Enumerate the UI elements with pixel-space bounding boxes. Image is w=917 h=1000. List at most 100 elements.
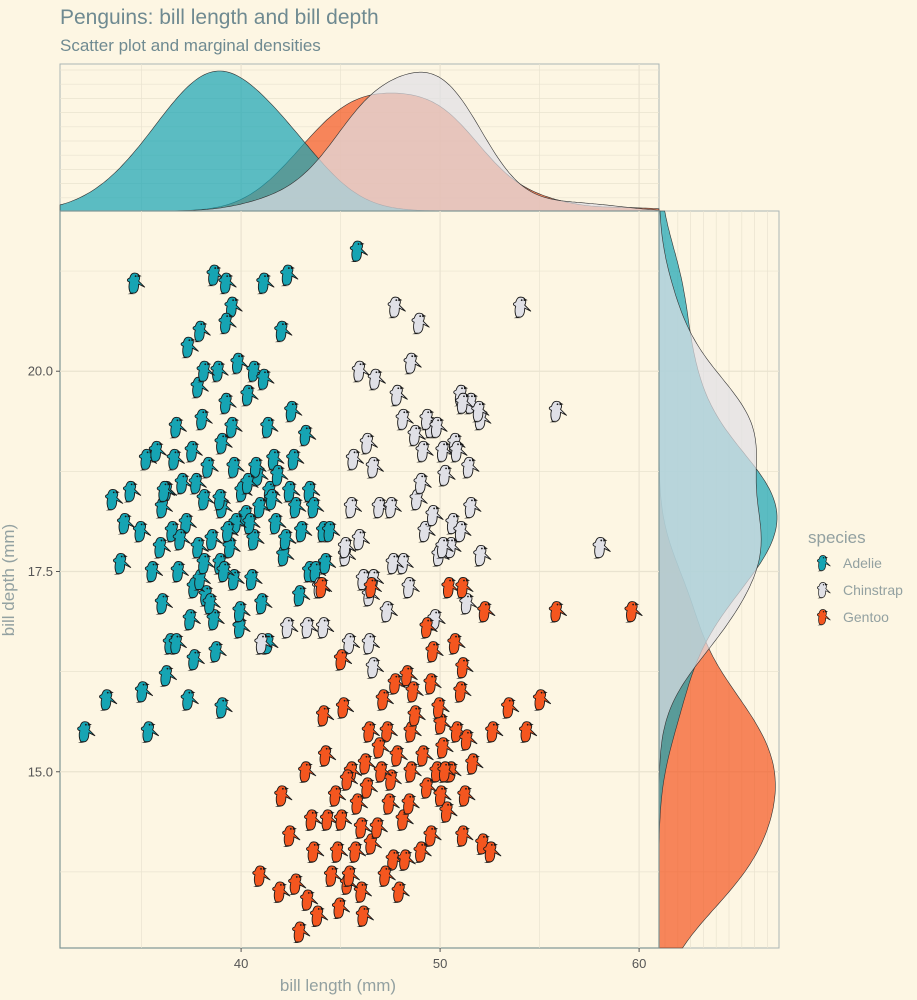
penguin-beak — [487, 602, 492, 606]
point-chinstrap — [343, 496, 362, 519]
penguin-beak — [255, 570, 260, 574]
penguin-beak — [444, 786, 449, 790]
penguin-feet — [274, 341, 282, 343]
penguin-eye — [371, 579, 374, 582]
penguin-feet — [324, 885, 332, 887]
penguin-body — [413, 841, 432, 863]
penguin-beak — [217, 266, 222, 270]
penguin-feet — [145, 581, 153, 583]
penguin-beak — [412, 578, 417, 582]
penguin-feet — [450, 461, 458, 463]
penguin-beak — [434, 674, 439, 678]
penguin-body — [126, 272, 146, 294]
penguin-body — [298, 424, 317, 446]
penguin-eye — [188, 339, 191, 342]
penguin-eye — [216, 643, 219, 646]
penguin-beak — [406, 410, 411, 414]
penguin-beak — [442, 698, 447, 702]
penguin-feet — [388, 693, 396, 695]
point-adelie — [284, 400, 303, 423]
penguin-feet — [434, 733, 442, 735]
penguin-beak — [290, 618, 295, 622]
penguin-feet — [396, 573, 404, 575]
penguin-feet — [352, 381, 360, 383]
penguin-beak — [424, 842, 429, 846]
penguin-body — [333, 649, 353, 671]
penguin-body — [212, 488, 231, 510]
penguin-eye — [307, 892, 310, 894]
penguin-body — [405, 681, 424, 703]
penguin-eye — [337, 843, 340, 846]
point-gentoo — [333, 809, 353, 831]
penguin-beak — [205, 410, 210, 414]
penguin-eye — [166, 667, 169, 670]
penguin-feet — [233, 621, 241, 623]
penguin-feet — [105, 509, 113, 511]
penguin-eye — [367, 435, 370, 438]
penguin-beak — [440, 418, 445, 422]
penguin-beak — [396, 850, 401, 854]
penguin-eye — [228, 523, 231, 526]
penguin-feet — [396, 429, 404, 431]
penguin-feet — [450, 741, 458, 743]
penguin-feet — [366, 677, 374, 679]
x-tick-label: 40 — [234, 956, 248, 971]
penguin-body — [548, 400, 567, 422]
penguin-beak — [483, 546, 488, 550]
penguin-beak — [394, 498, 399, 502]
penguin-body — [134, 681, 154, 703]
penguin-feet — [817, 570, 823, 572]
penguin-eye — [204, 491, 207, 494]
penguin-beak — [362, 362, 367, 366]
penguin-feet — [155, 613, 163, 615]
penguin-body — [363, 577, 382, 598]
penguin-body — [214, 432, 233, 454]
penguin-eye — [415, 427, 418, 430]
penguin-eye — [295, 499, 298, 502]
penguin-beak — [380, 818, 385, 822]
penguin-beak — [292, 482, 297, 486]
point-adelie — [172, 528, 191, 551]
penguin-body — [184, 440, 203, 462]
penguin-body — [242, 512, 261, 534]
penguin-eye — [431, 827, 434, 830]
penguin-eye — [323, 707, 326, 710]
penguin-eye — [463, 827, 465, 830]
point-chinstrap — [365, 456, 384, 479]
penguin-beak — [239, 514, 244, 518]
penguin-beak — [559, 402, 564, 406]
penguin-feet — [77, 741, 85, 743]
penguin-feet — [135, 701, 143, 703]
penguin-body — [323, 865, 343, 887]
penguin-feet — [260, 653, 268, 655]
penguin-body — [435, 537, 454, 558]
penguin-body — [284, 400, 303, 422]
penguin-feet — [256, 389, 264, 391]
penguin-feet — [457, 805, 465, 807]
penguin-beak — [469, 594, 474, 598]
penguin-beak — [326, 706, 331, 710]
penguin-eye — [236, 515, 239, 518]
penguin-feet — [446, 533, 454, 535]
point-chinstrap — [411, 312, 430, 335]
point-adelie — [180, 336, 199, 359]
point-chinstrap — [371, 496, 390, 519]
penguin-eye — [556, 603, 559, 606]
point-adelie — [196, 360, 215, 383]
point-gentoo — [391, 881, 410, 903]
penguin-feet — [444, 781, 452, 783]
penguin-beak — [418, 426, 423, 430]
penguin-feet — [215, 517, 223, 519]
penguin-eye — [361, 819, 364, 822]
penguin-beak — [344, 650, 349, 654]
penguin-feet — [436, 461, 444, 463]
penguin-feet — [483, 861, 491, 863]
penguin-body — [347, 841, 366, 863]
penguin-feet — [374, 781, 382, 783]
x-axis-title: bill length (mm) — [280, 976, 396, 995]
penguin-beak — [235, 298, 240, 302]
chart-title: Penguins: bill length and bill depth — [60, 6, 379, 29]
point-adelie — [113, 553, 132, 575]
penguin-feet — [475, 853, 483, 855]
penguin-beak — [438, 610, 443, 614]
